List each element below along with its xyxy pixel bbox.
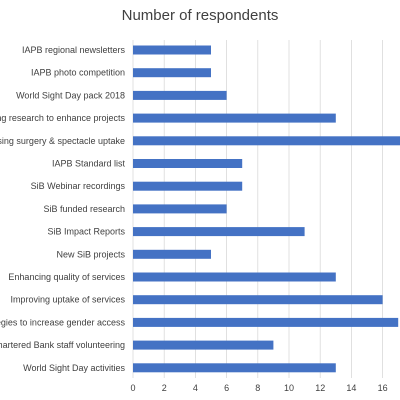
bar [133, 340, 274, 350]
x-tick-label: 12 [315, 383, 325, 393]
category-label: Increasing surgery & spectacle uptake [0, 136, 125, 146]
bar [133, 272, 336, 282]
category-label: SiB Webinar recordings [31, 181, 126, 191]
category-label: IAPB Standard list [52, 159, 126, 169]
bar [133, 363, 336, 373]
bar [133, 68, 211, 78]
category-label: New SiB projects [56, 249, 125, 259]
bar [133, 295, 383, 305]
bar [133, 249, 211, 259]
category-label: Improving uptake of services [10, 295, 125, 305]
x-tick-label: 0 [130, 383, 135, 393]
category-label: Enhancing quality of services [8, 272, 125, 282]
category-label: IAPB regional newsletters [22, 45, 126, 55]
bar [133, 159, 243, 168]
x-tick-label: 4 [193, 383, 198, 393]
category-label: Standard Chartered Bank staff volunteeri… [0, 340, 125, 350]
x-tick-label: 8 [255, 383, 260, 393]
x-tick-label: 2 [162, 383, 167, 393]
category-label: World Sight Day activities [23, 363, 125, 373]
bars [133, 45, 400, 373]
category-labels: IAPB regional newsletters IAPB photo comp… [0, 45, 125, 373]
category-label: Using research to enhance projects [0, 113, 125, 123]
bar [133, 204, 227, 214]
x-tick-label: 10 [284, 383, 294, 393]
category-label: World Sight Day pack 2018 [16, 90, 125, 100]
bar [133, 45, 211, 55]
bar [133, 113, 336, 123]
bar [133, 317, 399, 327]
category-label: Strategies to increase gender access [0, 317, 125, 327]
bar [133, 227, 305, 237]
bar [133, 136, 400, 146]
category-label: IAPB photo competition [31, 68, 125, 78]
category-label: SiB Impact Reports [47, 227, 125, 237]
x-tick-label: 14 [346, 383, 356, 393]
chart-title: Number of respondents [121, 7, 279, 24]
bar [133, 90, 227, 100]
bar [133, 181, 243, 191]
x-tick-label: 6 [224, 383, 229, 393]
category-label: SiB funded research [43, 204, 125, 214]
x-tick-label: 16 [378, 383, 388, 393]
x-tick-labels: 0 2 4 6 8 10 12 14 16 [130, 383, 387, 393]
